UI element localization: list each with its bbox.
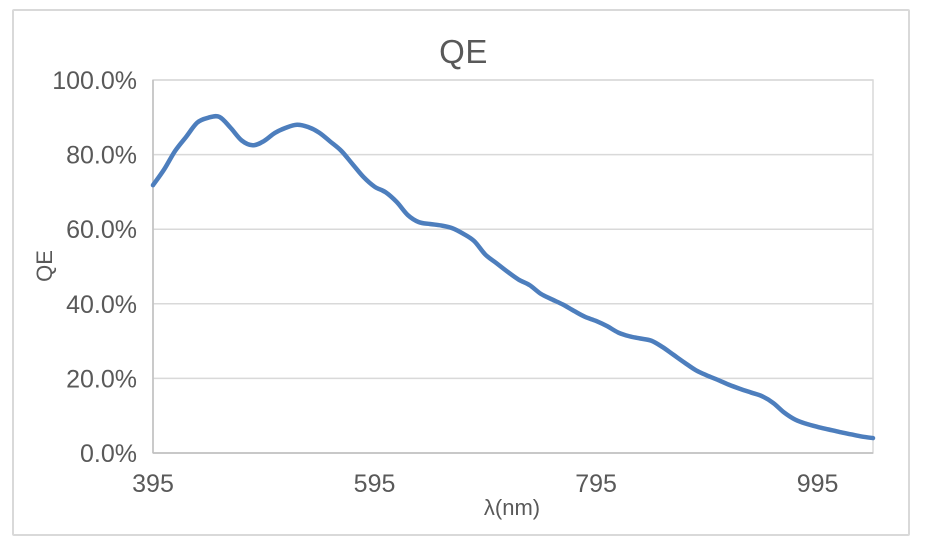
- x-tick-label: 395: [132, 470, 174, 498]
- y-tick-label: 20.0%: [66, 365, 137, 393]
- chart-frame[interactable]: [12, 9, 910, 536]
- y-tick-label: 100.0%: [52, 67, 137, 95]
- y-tick-label: 0.0%: [80, 440, 137, 468]
- x-axis-title: λ(nm): [483, 495, 541, 520]
- x-tick-label: 595: [354, 470, 396, 498]
- x-tick-label: 995: [797, 470, 839, 498]
- x-tick-label: 795: [575, 470, 617, 498]
- y-tick-label: 80.0%: [66, 142, 137, 170]
- y-tick-label: 60.0%: [66, 216, 137, 244]
- chart-title: QE: [439, 33, 488, 70]
- series-line-qe: [150, 113, 876, 441]
- y-tick-label: 40.0%: [66, 291, 137, 319]
